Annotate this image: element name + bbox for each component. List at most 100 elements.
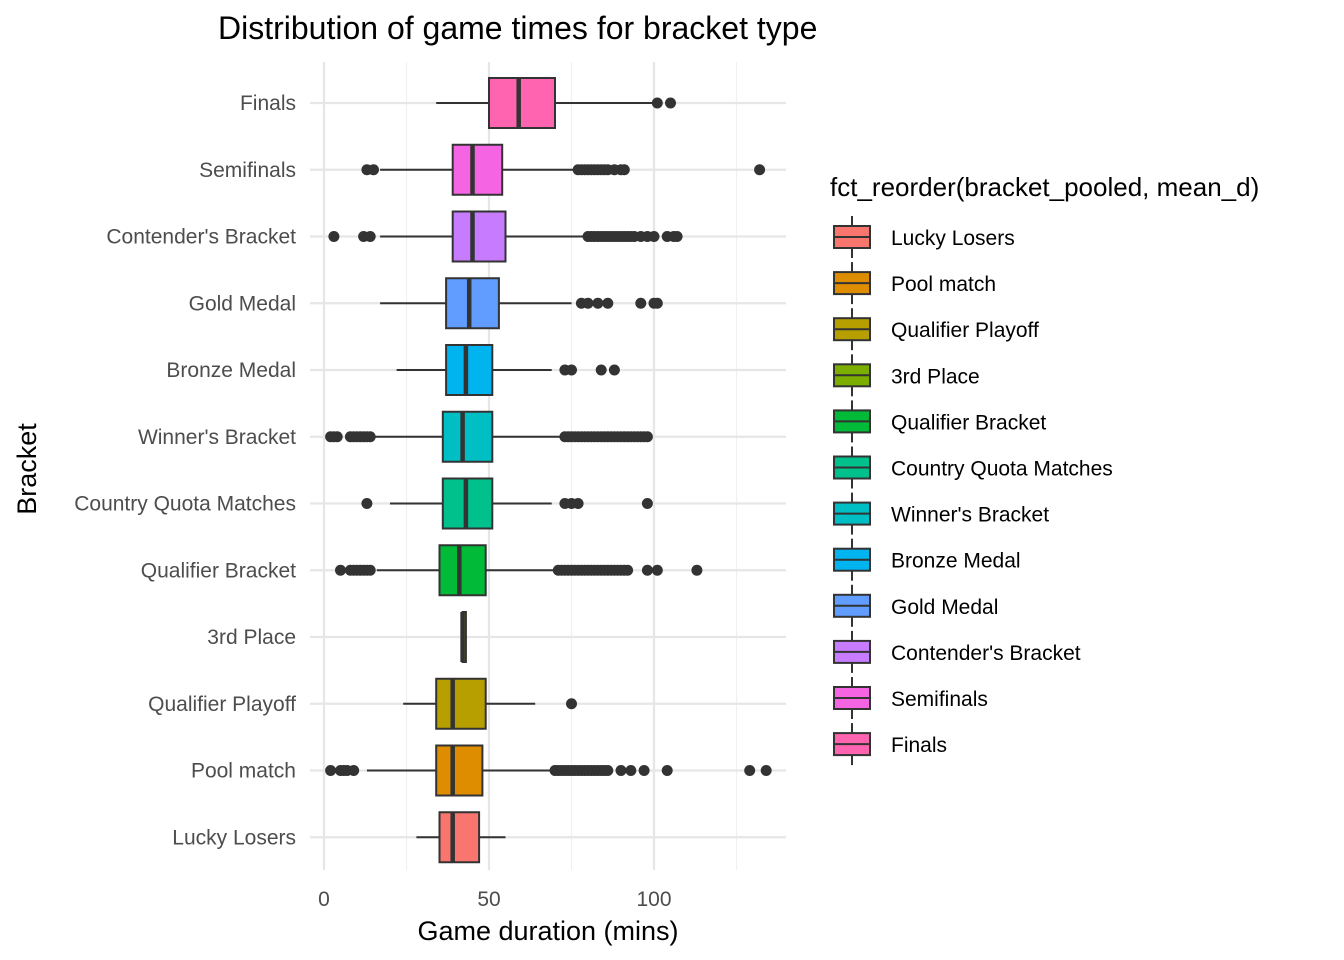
outlier-point xyxy=(635,297,647,309)
legend-label: Contender's Bracket xyxy=(891,642,1081,665)
legend-item: Country Quota Matches xyxy=(833,446,1113,489)
box-iqr xyxy=(441,410,494,463)
box-iqr xyxy=(438,811,481,864)
outlier-point xyxy=(615,765,627,776)
legend-label: Finals xyxy=(891,734,947,757)
outlier-point xyxy=(348,765,360,776)
box-bronze-medal xyxy=(396,344,620,396)
legend-item: Qualifier Playoff xyxy=(833,308,1039,351)
outlier-point xyxy=(602,765,614,776)
outlier-point xyxy=(641,564,653,576)
box-gold-medal xyxy=(380,277,663,330)
outlier-point xyxy=(665,97,676,109)
box-country-quota-matches xyxy=(361,477,653,530)
legend-item: 3rd Place xyxy=(833,354,980,397)
y-tick-label: Contender's Bracket xyxy=(106,226,296,249)
outlier-point xyxy=(595,364,607,376)
chart-title: Distribution of game times for bracket t… xyxy=(218,10,817,46)
y-tick-label: 3rd Place xyxy=(207,626,296,649)
outlier-point xyxy=(641,498,653,509)
x-tick-label: 100 xyxy=(636,888,671,911)
legend-label: Bronze Medal xyxy=(891,550,1021,573)
outlier-point xyxy=(566,698,577,710)
outlier-point xyxy=(651,297,663,309)
legend-label: Gold Medal xyxy=(891,596,998,619)
outlier-point xyxy=(328,231,340,242)
legend-item: Gold Medal xyxy=(833,584,998,627)
box-iqr xyxy=(445,277,500,330)
outlier-point xyxy=(625,765,637,776)
box-winner-s-bracket xyxy=(325,410,653,463)
legend-label: 3rd Place xyxy=(891,365,980,388)
box-contender-s-bracket xyxy=(328,210,683,263)
outlier-point xyxy=(602,297,614,309)
box-qualifier-playoff xyxy=(403,677,577,730)
outlier-point xyxy=(566,364,577,376)
outlier-point xyxy=(641,431,653,443)
box-iqr xyxy=(435,744,484,797)
box-pool-match xyxy=(325,744,772,797)
box-iqr xyxy=(445,344,494,396)
legend-label: Pool match xyxy=(891,273,996,296)
x-tick-labels: 0 50 100 xyxy=(318,888,671,911)
legend-item: Bronze Medal xyxy=(833,538,1021,581)
box-semifinals xyxy=(361,143,766,196)
y-tick-labels: Lucky Losers Pool match Qualifier Playoff 3… xyxy=(74,92,296,849)
outlier-point xyxy=(661,765,673,776)
outlier-point xyxy=(622,564,634,576)
box-iqr xyxy=(438,544,487,597)
outlier-point xyxy=(651,564,663,576)
outlier-point xyxy=(618,164,630,176)
outlier-point xyxy=(671,231,683,242)
legend-label: Qualifier Playoff xyxy=(891,319,1039,342)
legend-label: Winner's Bracket xyxy=(891,504,1049,527)
outlier-point xyxy=(638,765,650,776)
y-tick-label: Winner's Bracket xyxy=(138,426,296,449)
y-tick-label: Gold Medal xyxy=(189,292,296,315)
boxes-layer xyxy=(325,77,772,864)
legend-item: Semifinals xyxy=(833,677,988,719)
box-3rd-place xyxy=(460,611,467,663)
legend-label: Country Quota Matches xyxy=(891,458,1113,481)
legend-item: Winner's Bracket xyxy=(833,492,1049,535)
legend-item: Contender's Bracket xyxy=(833,630,1081,673)
y-tick-label: Bronze Medal xyxy=(166,359,296,382)
outlier-point xyxy=(325,765,337,776)
outlier-point xyxy=(582,297,594,309)
outlier-point xyxy=(608,364,620,376)
y-tick-label: Finals xyxy=(240,92,296,115)
box-lucky-losers xyxy=(416,811,506,864)
x-axis-title: Game duration (mins) xyxy=(417,916,678,946)
outlier-point xyxy=(361,498,373,509)
outlier-point xyxy=(364,431,376,443)
outlier-point xyxy=(364,231,376,242)
outlier-point xyxy=(335,564,346,576)
box-iqr xyxy=(451,143,504,196)
legend-item: Finals xyxy=(833,723,947,766)
y-axis-title: Bracket xyxy=(12,423,42,515)
outlier-point xyxy=(368,164,379,176)
outlier-point xyxy=(651,97,663,109)
outlier-point xyxy=(572,498,584,509)
y-tick-label: Qualifier Playoff xyxy=(148,693,296,716)
y-tick-label: Country Quota Matches xyxy=(74,493,296,516)
legend-item: Qualifier Bracket xyxy=(833,400,1046,443)
box-iqr xyxy=(488,77,556,129)
outlier-point xyxy=(691,564,703,576)
legend-label: Qualifier Bracket xyxy=(891,411,1046,434)
gridlines xyxy=(310,62,786,870)
box-iqr xyxy=(451,210,507,263)
y-tick-label: Semifinals xyxy=(199,159,296,182)
outlier-point xyxy=(331,431,343,443)
outlier-point xyxy=(592,297,604,309)
legend: Lucky Losers Pool match Qualifier Playoff 3… xyxy=(833,216,1113,766)
outlier-point xyxy=(760,765,772,776)
legend-item: Lucky Losers xyxy=(833,216,1015,258)
y-tick-label: Qualifier Bracket xyxy=(141,559,296,582)
outlier-point xyxy=(364,564,376,576)
legend-item: Pool match xyxy=(833,262,996,305)
legend-label: Lucky Losers xyxy=(891,227,1015,250)
y-tick-label: Pool match xyxy=(191,760,296,783)
outlier-point xyxy=(648,231,660,242)
